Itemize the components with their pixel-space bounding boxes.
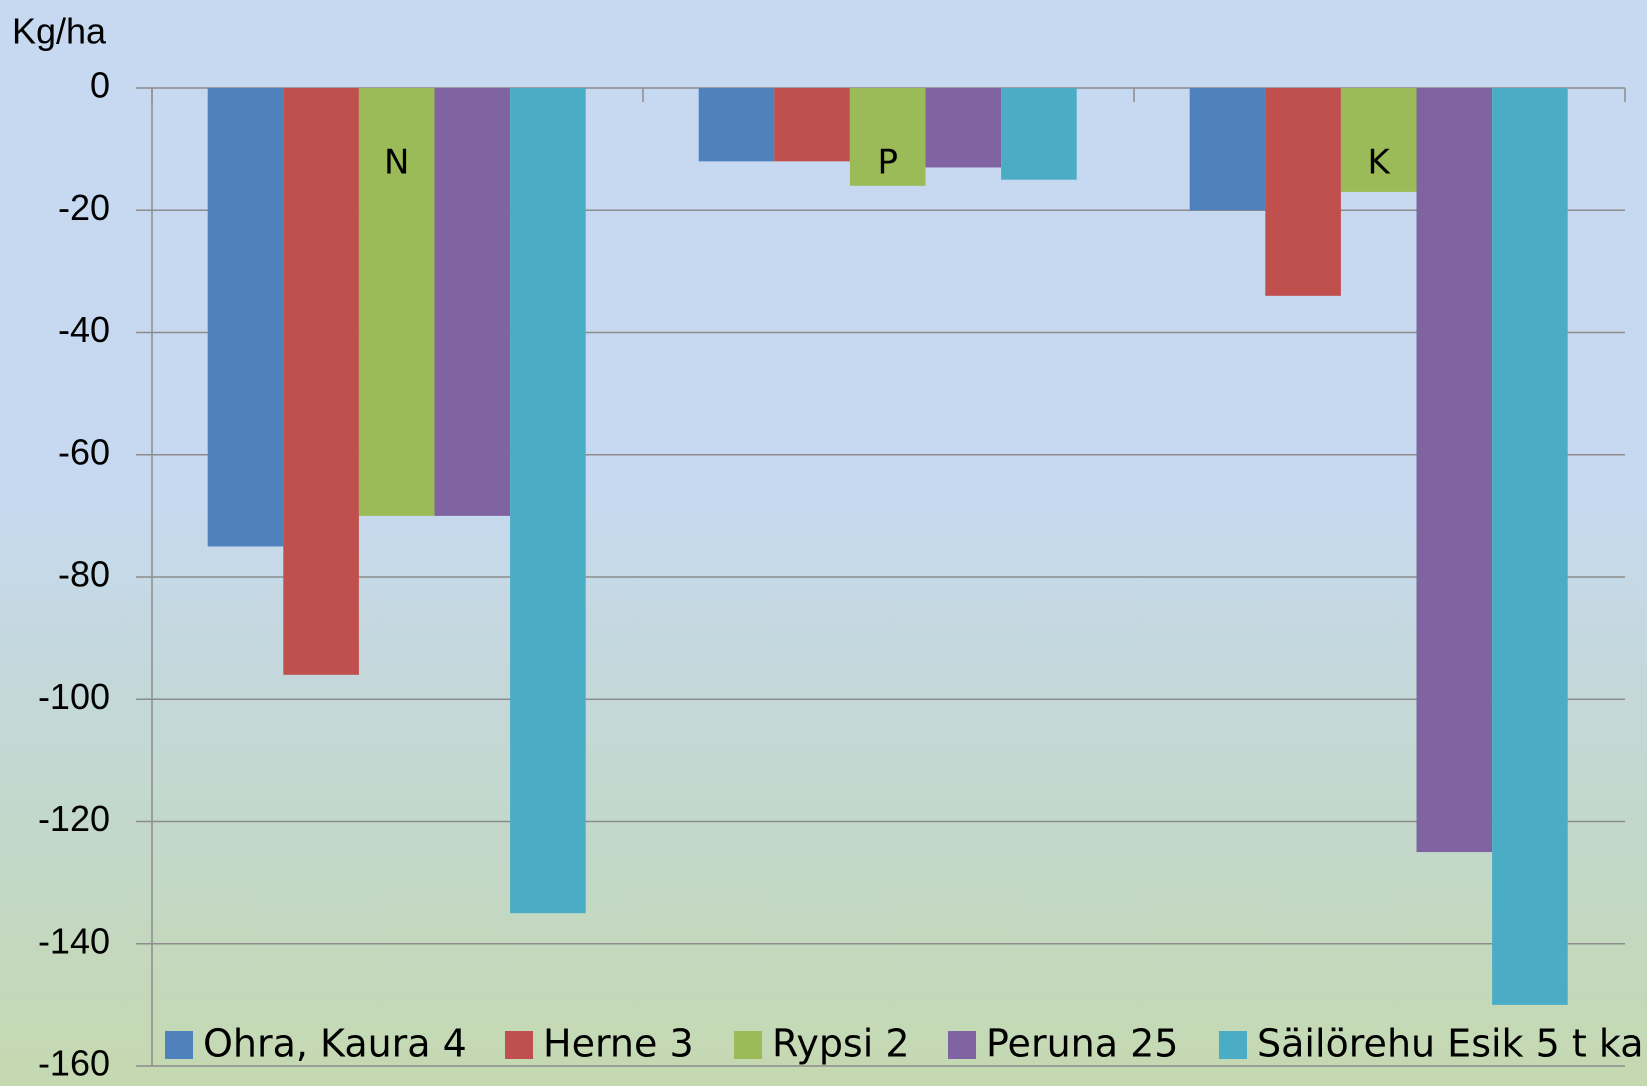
bar bbox=[510, 88, 586, 914]
legend-label: Herne 3 bbox=[543, 1022, 694, 1066]
y-tick-label: 0 bbox=[90, 65, 110, 106]
y-tick-label: -140 bbox=[38, 920, 110, 961]
bar bbox=[774, 88, 850, 162]
legend-label: Ohra, Kaura 4 bbox=[203, 1022, 467, 1066]
legend-swatch bbox=[505, 1031, 533, 1059]
category-label: P bbox=[877, 143, 898, 183]
bar bbox=[925, 88, 1002, 168]
y-tick-label: -120 bbox=[38, 798, 110, 839]
y-tick-label: -60 bbox=[58, 431, 110, 472]
legend-swatch bbox=[734, 1031, 762, 1059]
y-tick-label: -40 bbox=[58, 309, 110, 350]
bar bbox=[1416, 88, 1493, 853]
bar bbox=[283, 88, 359, 675]
bar bbox=[434, 88, 511, 516]
legend-label: Rypsi 2 bbox=[772, 1022, 910, 1066]
bar bbox=[698, 88, 775, 162]
bar bbox=[1265, 88, 1341, 296]
legend-label: Peruna 25 bbox=[986, 1022, 1178, 1066]
y-tick-label: -100 bbox=[38, 676, 110, 717]
bar bbox=[849, 88, 926, 186]
bar bbox=[1001, 88, 1077, 180]
bar bbox=[207, 88, 284, 547]
legend-swatch bbox=[165, 1031, 193, 1059]
bar bbox=[1189, 88, 1266, 211]
y-tick-label: -20 bbox=[58, 187, 110, 228]
y-tick-label: -160 bbox=[38, 1043, 110, 1084]
category-label: N bbox=[384, 143, 409, 183]
legend-label: Säilörehu Esik 5 t ka bbox=[1257, 1022, 1644, 1066]
legend-swatch bbox=[948, 1031, 976, 1059]
y-axis-label: Kg/ha bbox=[12, 11, 107, 52]
y-tick-label: -80 bbox=[58, 554, 110, 595]
legend-swatch bbox=[1219, 1031, 1247, 1059]
bar bbox=[1340, 88, 1417, 192]
bar bbox=[1492, 88, 1568, 1005]
category-label: K bbox=[1368, 143, 1392, 183]
bar bbox=[358, 88, 435, 516]
